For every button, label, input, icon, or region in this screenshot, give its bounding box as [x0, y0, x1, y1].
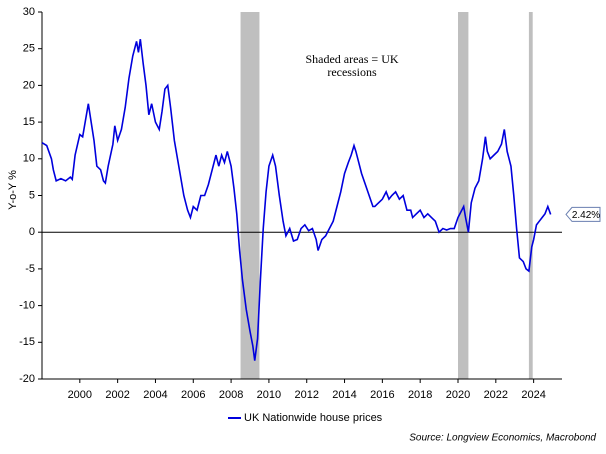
series-line	[41, 39, 552, 361]
y-tick-label: -20	[19, 373, 35, 385]
y-tick-label: 5	[29, 189, 35, 201]
y-tick-label: 10	[23, 153, 35, 165]
y-tick-label: -10	[19, 300, 35, 312]
x-tick-label: 2020	[446, 389, 470, 401]
y-tick-label: 0	[29, 226, 35, 238]
legend-label: UK Nationwide house prices	[244, 412, 383, 424]
x-tick-label: 2000	[68, 389, 92, 401]
end-label: 2.42%	[572, 210, 600, 221]
y-tick-label: 20	[23, 79, 35, 91]
x-tick-label: 2004	[143, 389, 167, 401]
y-tick-label: 15	[23, 116, 35, 128]
recession-band	[528, 12, 533, 379]
y-axis-label: Y-o-Y %	[7, 170, 19, 210]
x-tick-label: 2018	[408, 389, 432, 401]
recession-band	[240, 12, 260, 379]
x-tick-label: 2002	[105, 389, 129, 401]
y-tick-label: -5	[25, 263, 35, 275]
x-tick-label: 2010	[257, 389, 281, 401]
x-tick-label: 2014	[332, 389, 356, 401]
x-tick-label: 2022	[484, 389, 508, 401]
source: Source: Longview Economics, Macrobond	[409, 433, 596, 444]
x-tick-label: 2016	[370, 389, 394, 401]
x-tick-label: 2024	[521, 389, 545, 401]
x-tick-label: 2012	[294, 389, 318, 401]
annotation: recessions	[327, 65, 377, 79]
recession-band	[458, 12, 469, 379]
y-tick-label: -15	[19, 336, 35, 348]
y-tick-label: 25	[23, 43, 35, 55]
x-tick-label: 2008	[219, 389, 243, 401]
x-tick-label: 2006	[181, 389, 205, 401]
y-tick-label: 30	[23, 6, 35, 18]
end-label-box	[565, 206, 601, 222]
annotation: Shaded areas = UK	[305, 52, 398, 66]
